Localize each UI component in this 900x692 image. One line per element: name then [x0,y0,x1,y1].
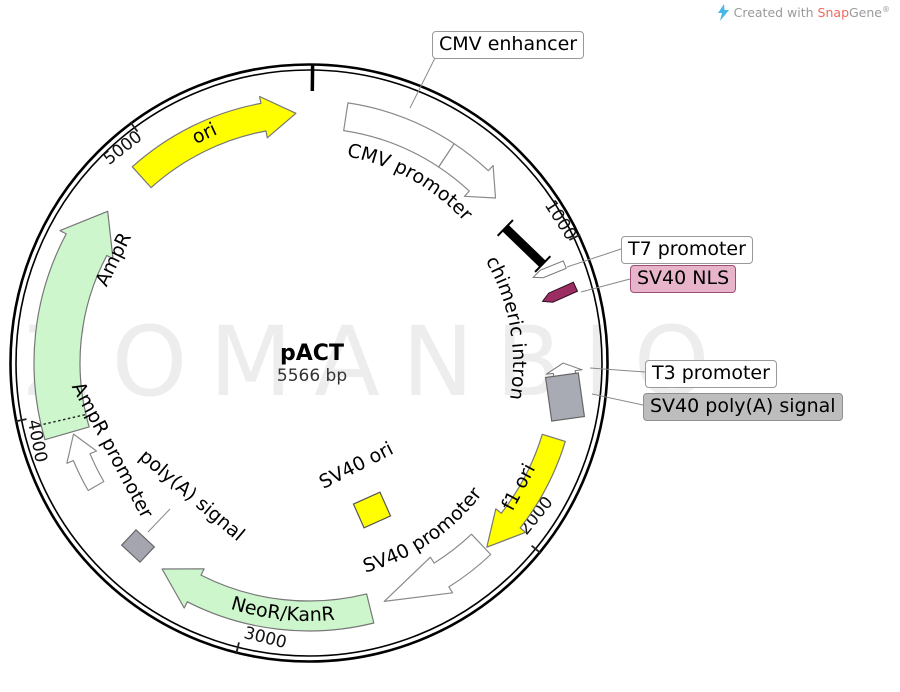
feature-label-chimeric-intron[interactable]: chimeric intron [481,252,530,401]
callout-label-cmv-enhancer[interactable]: CMV enhancer [432,31,585,59]
feature-sv40-promoter[interactable] [383,533,492,602]
feature-t7-promoter[interactable] [532,260,567,281]
snapgene-credit: Created with SnapGene® [717,4,890,21]
feature-ori[interactable] [131,95,297,189]
plasmid-size: 5566 bp [276,366,348,387]
watermark: ZOMANBIO [24,306,732,418]
tick-mark-3000 [235,642,240,655]
snapgene-logo-icon [717,4,729,21]
feature-chimeric-intron[interactable] [496,219,552,273]
tick-mark-2000 [531,545,542,554]
credit-prefix: Created with [733,5,818,21]
callout-label-sv40-nls[interactable]: SV40 NLS [630,265,737,293]
feature-ampr[interactable] [33,210,114,441]
feature-cmv-promoter[interactable] [438,143,497,199]
feature-ampr-dotted-divider [41,414,86,426]
tick-mark-1000 [569,233,581,241]
feature-polya-signal[interactable] [120,528,156,564]
feature-sv40-nls[interactable] [541,281,579,306]
tick-mark-4000 [14,418,27,423]
feature-f1-ori[interactable] [486,433,566,548]
plasmid-backbone-inner-ring [15,69,603,657]
feature-sv40-polya-signal[interactable] [544,372,586,422]
callout-line-sv40-nls [580,278,631,293]
feature-sv40-ori[interactable] [352,491,392,529]
tick-mark-5000 [129,121,139,133]
callout-line-t3-promoter [589,367,646,373]
callout-line-t7-promoter [566,248,622,268]
feature-neor-kanr[interactable] [161,568,375,632]
callout-line-aux-0 [147,508,171,533]
callout-label-t3-promoter[interactable]: T3 promoter [645,360,777,388]
callout-label-t7-promoter[interactable]: T7 promoter [621,236,753,264]
callout-label-sv40-polya-signal[interactable]: SV40 poly(A) signal [643,393,843,421]
plasmid-backbone-outer-ring [9,63,609,663]
feature-label-polya-signal[interactable]: poly(A) signal [135,445,249,546]
credit-brand-gene: Gene [849,5,882,21]
callout-line-sv40-polya-signal [591,393,644,406]
credit-brand-snap: Snap [817,5,849,21]
callout-line-cmv-enhancer [409,53,438,109]
credit-registered-mark: ® [882,4,890,14]
feature-label-sv40-ori[interactable]: SV40 ori [316,438,397,494]
tick-label-1000: 1000 [540,197,580,244]
feature-ampr-promoter[interactable] [66,433,105,492]
plasmid-title-block: pACT 5566 bp [232,341,392,387]
plasmid-name: pACT [280,341,344,366]
